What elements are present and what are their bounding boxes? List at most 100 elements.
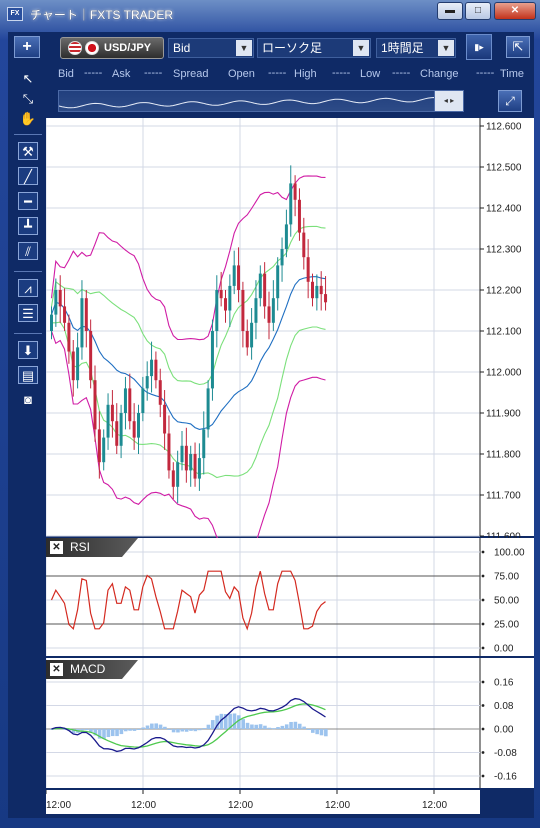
camera-icon[interactable]: ◙	[24, 392, 32, 407]
add-chart-button[interactable]: +	[14, 36, 40, 58]
trend-line-icon[interactable]: ╱	[18, 167, 38, 185]
candle-body	[150, 359, 154, 377]
candle-body	[63, 306, 67, 323]
price-label: 112.500	[486, 163, 522, 174]
rsi-label: 75.00	[494, 572, 519, 583]
macd-histogram-bar	[184, 729, 189, 732]
parallel-channel-icon[interactable]: ⫽	[18, 242, 38, 260]
chevron-down-icon: ▼	[236, 40, 252, 56]
macd-y-axis-labels: 0.16 0.08 0.00 -0.08 -0.16	[481, 678, 517, 783]
download-arrow-icon[interactable]: ⬇	[18, 341, 38, 359]
macd-histogram-bar	[224, 714, 228, 729]
toolbar-scroll-button[interactable]: ▮▸	[466, 34, 492, 60]
macd-line	[51, 697, 326, 753]
macd-histogram-bar	[228, 713, 232, 729]
time-axis	[46, 790, 480, 814]
main-y-axis-labels: 112.600 112.500 112.400 112.300 112.200 112.1…	[480, 122, 522, 543]
macd-histogram-bar	[210, 720, 215, 729]
price-label: 112.300	[486, 245, 522, 256]
candle-body	[319, 285, 323, 295]
macd-histogram-bar	[123, 729, 128, 732]
macd-panel-tab: ✕ MACD	[46, 660, 138, 679]
expand-window-button[interactable]: ⇱	[506, 36, 530, 58]
macd-histogram-bar	[245, 722, 250, 729]
rsi-panel-background	[46, 538, 480, 656]
candle-body	[145, 376, 149, 389]
time-label: 12:00	[46, 800, 71, 811]
candle-body	[245, 331, 249, 348]
price-label: 111.800	[486, 450, 521, 461]
main-chart-background	[46, 118, 480, 536]
info-label-time: Time	[500, 68, 525, 80]
close-rsi-icon[interactable]: ✕	[50, 541, 63, 554]
tool-separator	[14, 271, 42, 272]
info-value-change: -----	[476, 67, 495, 79]
candle-body	[93, 380, 97, 430]
candle-body	[123, 388, 127, 413]
candle-body	[67, 322, 71, 352]
minimap-navigator[interactable]: ◂ ▸	[434, 90, 464, 112]
japan-flag-icon	[85, 41, 99, 55]
timeframe-dropdown[interactable]: 1時間足 ▼	[376, 38, 456, 58]
macd-histogram-bar	[158, 724, 163, 729]
macd-histogram-bar	[80, 729, 85, 731]
macd-label: 0.16	[494, 678, 514, 689]
candle-body	[324, 294, 328, 303]
overview-minimap[interactable]	[58, 90, 462, 112]
title-bar[interactable]: FX チャート｜FXTS TRADER ▬ □ ✕	[0, 0, 540, 28]
info-label-ask: Ask	[112, 68, 131, 80]
candle-body	[167, 433, 171, 471]
fan-lines-icon[interactable]: ⩘	[18, 279, 38, 297]
main-grid	[46, 118, 480, 537]
candle-body	[110, 404, 114, 422]
bollinger-lower-1sd	[51, 321, 326, 479]
tool-separator	[14, 134, 42, 135]
info-value-ask: -----	[144, 67, 163, 79]
horizontal-line-icon[interactable]: ━	[18, 192, 38, 210]
macd-histogram-bar	[128, 729, 132, 731]
candle-body	[250, 322, 254, 348]
info-value-low: -----	[392, 67, 411, 79]
list-icon[interactable]: ▤	[18, 366, 38, 384]
close-macd-icon[interactable]: ✕	[50, 663, 63, 676]
macd-label: -0.16	[494, 772, 517, 783]
macd-histogram-bar	[102, 729, 106, 739]
candle-body	[71, 351, 75, 381]
price-type-dropdown[interactable]: Bid ▼	[168, 38, 254, 58]
candle-body	[102, 437, 106, 463]
chart-type-dropdown[interactable]: ローソク足 ▼	[257, 38, 371, 58]
crosshair-pointer-icon[interactable]: ⤡	[22, 91, 34, 106]
candlesticks	[50, 165, 328, 504]
macd-histogram-bar	[263, 725, 267, 729]
candle-body	[176, 462, 180, 487]
chart-toolbar: + USD/JPY Bid ▼ ローソク足 ▼ 1時間足 ▼ ▮▸ ⇱	[8, 32, 534, 62]
candle-body	[54, 290, 58, 315]
rsi-grid	[46, 538, 480, 656]
pointer-arrow-icon[interactable]: ↖	[22, 71, 34, 86]
info-label-high: High	[294, 68, 317, 80]
chart-canvas[interactable]: 112.600 112.500 112.400 112.300 112.200 112.1…	[46, 118, 534, 818]
macd-histogram-bar	[293, 721, 298, 729]
zoom-fit-button[interactable]: ⤢	[498, 90, 522, 112]
fibonacci-retracement-icon[interactable]: ☰	[18, 304, 38, 322]
macd-histogram-bar	[63, 728, 67, 730]
symbol-selector[interactable]: USD/JPY	[60, 37, 164, 59]
macd-histogram-bar	[137, 729, 141, 730]
close-button[interactable]: ✕	[494, 2, 536, 20]
chevron-down-icon: ▼	[438, 40, 454, 56]
rsi-label: 0.00	[494, 644, 514, 655]
minimize-button[interactable]: ▬	[437, 2, 463, 20]
hand-pan-icon[interactable]: ✋	[19, 111, 37, 126]
macd-label: 0.08	[494, 701, 514, 712]
maximize-button[interactable]: □	[465, 2, 491, 20]
candle-body	[180, 445, 184, 463]
macd-histogram-bar	[289, 721, 293, 729]
vertical-line-icon[interactable]: ┻	[18, 217, 38, 235]
candle-body	[241, 290, 245, 331]
price-label: 111.600	[486, 532, 521, 543]
macd-histogram-bar	[67, 729, 71, 731]
macd-histogram-bar	[115, 729, 119, 737]
hammer-icon[interactable]: ⚒	[18, 142, 38, 160]
macd-histogram-bar	[176, 729, 180, 733]
macd-label: 0.00	[494, 725, 514, 736]
